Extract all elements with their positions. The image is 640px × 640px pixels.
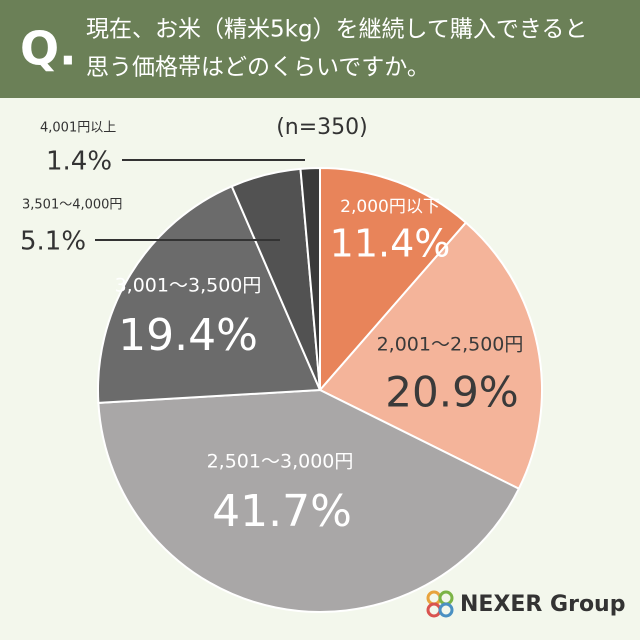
question-marker: Q. xyxy=(20,22,77,76)
category-label: 2,000円以下 xyxy=(340,197,440,217)
logo-text: NEXER Group xyxy=(460,592,625,617)
category-label: 4,001円以上 xyxy=(40,121,116,136)
chart-title: 現在、お米（精米5kg）を継続して購入できると xyxy=(86,17,587,43)
value-label: 1.4% xyxy=(46,147,112,177)
pie-slice xyxy=(299,166,321,391)
sample-size: (n=350) xyxy=(276,115,368,140)
pie-slice xyxy=(318,221,543,491)
logo-icon xyxy=(438,602,454,618)
category-label: 2,501～3,000円 xyxy=(207,451,354,473)
category-label: 3,501～4,000円 xyxy=(22,198,122,213)
value-label: 11.4% xyxy=(330,222,451,266)
header xyxy=(0,0,640,98)
category-label: 2,001～2,500円 xyxy=(377,334,524,356)
chart-title: 思う価格帯はどのくらいですか。 xyxy=(86,55,430,81)
category-label: 3,001～3,500円 xyxy=(115,275,262,297)
pie-slice xyxy=(97,184,322,404)
value-label: 20.9% xyxy=(385,368,518,417)
pie-slice xyxy=(97,388,521,613)
logo: NEXER Group xyxy=(426,590,625,618)
value-label: 19.4% xyxy=(118,310,258,361)
pie-slice xyxy=(319,166,468,393)
value-label: 41.7% xyxy=(212,486,352,537)
value-label: 5.1% xyxy=(20,227,86,257)
